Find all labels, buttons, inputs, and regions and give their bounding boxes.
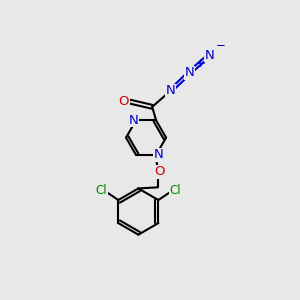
Text: N: N [166, 84, 175, 97]
Text: −: − [215, 39, 225, 52]
Text: O: O [154, 165, 164, 178]
Text: +: + [195, 57, 205, 70]
Text: N: N [184, 67, 194, 80]
Text: Cl: Cl [96, 184, 107, 197]
Text: O: O [118, 95, 129, 108]
Text: N: N [154, 148, 163, 161]
Text: Cl: Cl [169, 184, 181, 197]
Text: N: N [129, 114, 139, 127]
Text: N: N [204, 49, 214, 62]
